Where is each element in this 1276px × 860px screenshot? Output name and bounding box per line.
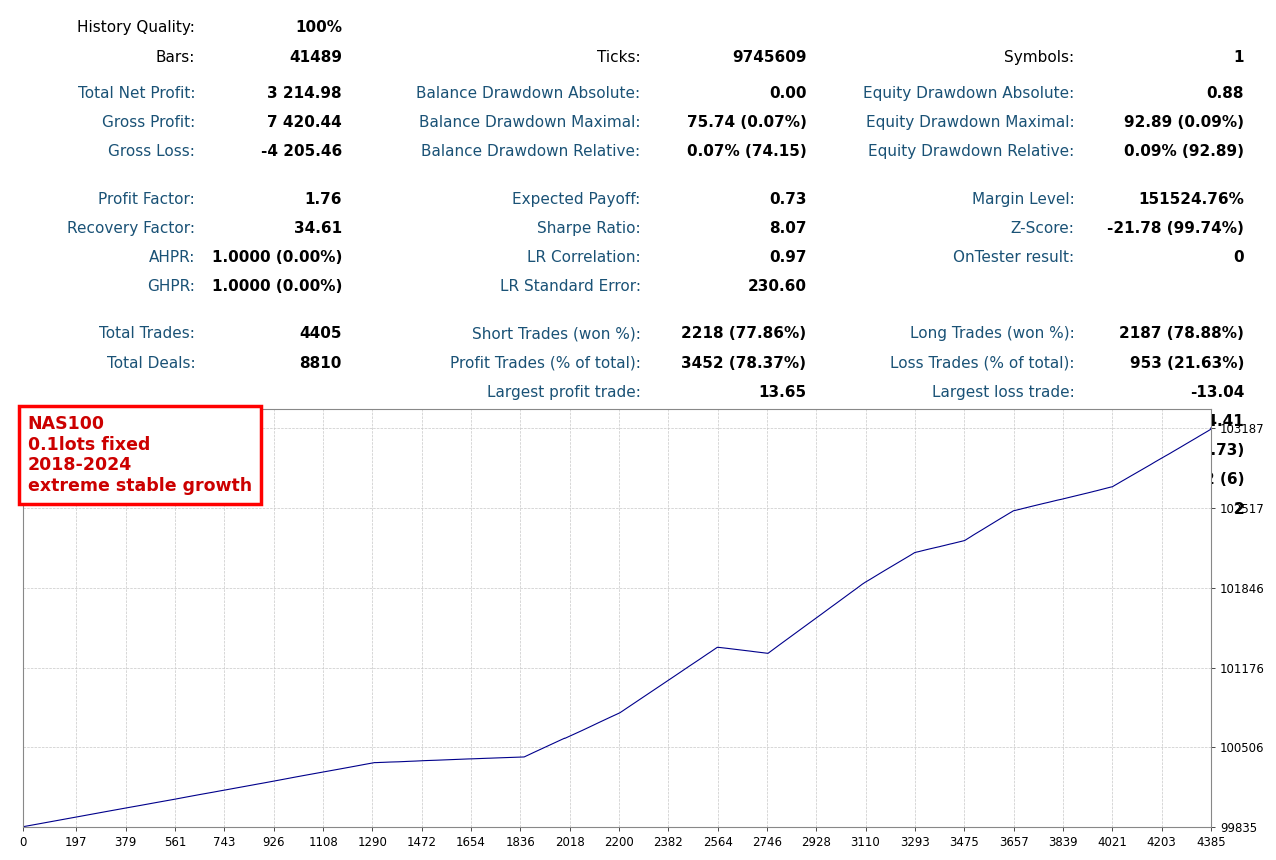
- Text: 4405: 4405: [300, 327, 342, 341]
- Text: 0.73: 0.73: [769, 192, 806, 206]
- Text: 953 (21.63%): 953 (21.63%): [1129, 355, 1244, 371]
- Text: Balance Drawdown Absolute:: Balance Drawdown Absolute:: [416, 86, 641, 101]
- Text: 3 214.98: 3 214.98: [268, 86, 342, 101]
- Text: History Quality:: History Quality:: [78, 21, 195, 35]
- Text: Profit Factor:: Profit Factor:: [98, 192, 195, 206]
- Text: 2218 (77.86%): 2218 (77.86%): [681, 327, 806, 341]
- Text: 151524.76%: 151524.76%: [1138, 192, 1244, 206]
- Text: 230.60: 230.60: [748, 280, 806, 294]
- Text: 1.76: 1.76: [305, 192, 342, 206]
- Text: 0.09% (92.89): 0.09% (92.89): [1124, 144, 1244, 159]
- Text: Balance Drawdown Maximal:: Balance Drawdown Maximal:: [419, 115, 641, 130]
- Text: 8 (-42.73): 8 (-42.73): [1160, 443, 1244, 458]
- Text: Maximal consecutive profit (count):: Maximal consecutive profit (count):: [369, 472, 641, 488]
- Text: Gross Profit:: Gross Profit:: [102, 115, 195, 130]
- Text: NAS100
0.1lots fixed
2018-2024
extreme stable growth: NAS100 0.1lots fixed 2018-2024 extreme s…: [28, 415, 251, 495]
- Text: 41489: 41489: [288, 50, 342, 64]
- Text: 9745609: 9745609: [732, 50, 806, 64]
- Text: 8.07: 8.07: [769, 221, 806, 236]
- Text: Equity Drawdown Absolute:: Equity Drawdown Absolute:: [863, 86, 1074, 101]
- Text: Balance Drawdown Relative:: Balance Drawdown Relative:: [421, 144, 641, 159]
- Text: 40 (87.15): 40 (87.15): [718, 443, 806, 458]
- Text: Average profit trade:: Average profit trade:: [481, 414, 641, 429]
- Text: Average consecutive wins:: Average consecutive wins:: [436, 501, 641, 517]
- Text: Loss Trades (% of total):: Loss Trades (% of total):: [889, 355, 1074, 371]
- Text: 2: 2: [1234, 501, 1244, 517]
- Text: Recovery Factor:: Recovery Factor:: [68, 221, 195, 236]
- Text: Largest loss trade:: Largest loss trade:: [931, 384, 1074, 400]
- Text: 2.15: 2.15: [769, 414, 806, 429]
- Text: AHPR:: AHPR:: [149, 250, 195, 265]
- Text: Margin Level:: Margin Level:: [971, 192, 1074, 206]
- Text: Average consecutive losses:: Average consecutive losses:: [857, 501, 1074, 517]
- Text: Equity Drawdown Maximal:: Equity Drawdown Maximal:: [866, 115, 1074, 130]
- Text: 92.89 (0.09%): 92.89 (0.09%): [1124, 115, 1244, 130]
- Text: LR Standard Error:: LR Standard Error:: [499, 280, 641, 294]
- Text: OnTester result:: OnTester result:: [953, 250, 1074, 265]
- Text: Long Trades (won %):: Long Trades (won %):: [910, 327, 1074, 341]
- Text: Symbols:: Symbols:: [1004, 50, 1074, 64]
- Text: 0.97: 0.97: [769, 250, 806, 265]
- Text: Short Trades (won %):: Short Trades (won %):: [472, 327, 641, 341]
- Text: -21.78 (99.74%): -21.78 (99.74%): [1108, 221, 1244, 236]
- Text: 1.0000 (0.00%): 1.0000 (0.00%): [212, 250, 342, 265]
- Text: Maximal consecutive loss (count):: Maximal consecutive loss (count):: [814, 472, 1074, 488]
- Text: -13.04: -13.04: [1189, 384, 1244, 400]
- Text: 1.0000 (0.00%): 1.0000 (0.00%): [212, 280, 342, 294]
- Text: Sharpe Ratio:: Sharpe Ratio:: [537, 221, 641, 236]
- Text: LR Correlation:: LR Correlation:: [527, 250, 641, 265]
- Text: GHPR:: GHPR:: [147, 280, 195, 294]
- Text: 127.67 (30): 127.67 (30): [707, 472, 806, 488]
- Text: 75.74 (0.07%): 75.74 (0.07%): [686, 115, 806, 130]
- Text: Ticks:: Ticks:: [597, 50, 641, 64]
- Text: 0.07% (74.15): 0.07% (74.15): [686, 144, 806, 159]
- Text: Total Deals:: Total Deals:: [107, 355, 195, 371]
- Text: Bars:: Bars:: [156, 50, 195, 64]
- Text: 1: 1: [1234, 50, 1244, 64]
- Text: 8810: 8810: [300, 355, 342, 371]
- Text: Total Trades:: Total Trades:: [100, 327, 195, 341]
- Text: 3452 (78.37%): 3452 (78.37%): [681, 355, 806, 371]
- Text: Average loss trade:: Average loss trade:: [926, 414, 1074, 429]
- Text: 0.88: 0.88: [1207, 86, 1244, 101]
- Text: Expected Payoff:: Expected Payoff:: [512, 192, 641, 206]
- Text: Profit Trades (% of total):: Profit Trades (% of total):: [449, 355, 641, 371]
- Text: Total Net Profit:: Total Net Profit:: [78, 86, 195, 101]
- Text: Maximum consecutive wins ($):: Maximum consecutive wins ($):: [398, 443, 641, 458]
- Text: Z-Score:: Z-Score:: [1011, 221, 1074, 236]
- Text: 7 420.44: 7 420.44: [267, 115, 342, 130]
- Text: 100%: 100%: [295, 21, 342, 35]
- Text: -4 205.46: -4 205.46: [260, 144, 342, 159]
- Text: -52.82 (6): -52.82 (6): [1160, 472, 1244, 488]
- Text: 0: 0: [1234, 250, 1244, 265]
- Text: -4.41: -4.41: [1201, 414, 1244, 429]
- Text: 34.61: 34.61: [293, 221, 342, 236]
- Text: 0.00: 0.00: [769, 86, 806, 101]
- Text: Largest profit trade:: Largest profit trade:: [486, 384, 641, 400]
- Text: Maximum consecutive losses ($):: Maximum consecutive losses ($):: [819, 443, 1074, 458]
- Text: 2187 (78.88%): 2187 (78.88%): [1119, 327, 1244, 341]
- Text: Equity Drawdown Relative:: Equity Drawdown Relative:: [868, 144, 1074, 159]
- Text: 13.65: 13.65: [758, 384, 806, 400]
- Text: Gross Loss:: Gross Loss:: [108, 144, 195, 159]
- Text: 7: 7: [796, 501, 806, 517]
